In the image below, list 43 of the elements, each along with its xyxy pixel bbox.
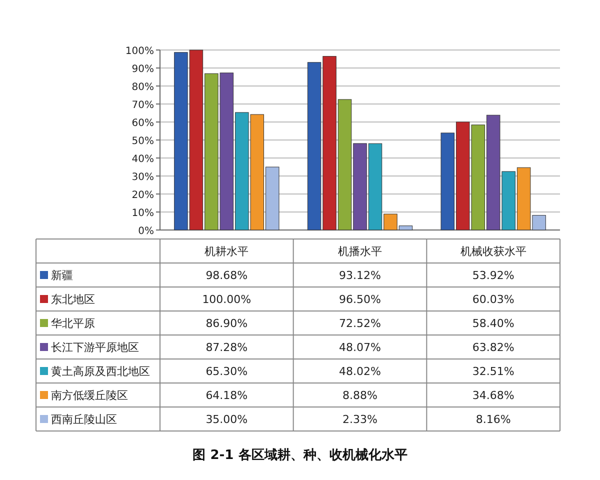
legend-label: 西南丘陵山区 bbox=[51, 413, 117, 426]
data-label: 60.03% bbox=[472, 293, 514, 306]
y-tick-label: 20% bbox=[132, 190, 154, 201]
data-label: 98.68% bbox=[206, 269, 248, 282]
data-label: 48.02% bbox=[339, 365, 381, 378]
y-tick-label: 100% bbox=[125, 46, 154, 57]
y-tick-label: 50% bbox=[132, 136, 154, 147]
y-tick-label: 0% bbox=[138, 226, 154, 237]
text: 图 2-1 各区域耕、种、收机械化水平 bbox=[192, 448, 408, 463]
data-label: 63.82% bbox=[472, 341, 514, 354]
legend-label: 黄土高原及西北地区 bbox=[51, 365, 150, 378]
data-label: 87.28% bbox=[206, 341, 248, 354]
legend-label: 新疆 bbox=[51, 269, 73, 282]
x-tick-label: 机播水平 bbox=[338, 245, 382, 258]
data-label: 34.68% bbox=[472, 389, 514, 402]
y-tick-label: 30% bbox=[132, 172, 154, 183]
y-tick-label: 90% bbox=[132, 64, 154, 75]
data-label: 53.92% bbox=[472, 269, 514, 282]
y-tick-label: 60% bbox=[132, 118, 154, 129]
data-label: 72.52% bbox=[339, 317, 381, 330]
y-tick-label: 80% bbox=[132, 82, 154, 93]
data-label: 35.00% bbox=[206, 413, 248, 426]
data-label: 93.12% bbox=[339, 269, 381, 282]
data-label: 48.07% bbox=[339, 341, 381, 354]
data-label: 8.16% bbox=[476, 413, 511, 426]
data-label: 96.50% bbox=[339, 293, 381, 306]
data-label: 32.51% bbox=[472, 365, 514, 378]
data-label: 58.40% bbox=[472, 317, 514, 330]
data-label: 64.18% bbox=[206, 389, 248, 402]
y-tick-label: 70% bbox=[132, 100, 154, 111]
data-label: 8.88% bbox=[342, 389, 378, 402]
legend-label: 东北地区 bbox=[51, 293, 95, 306]
legend-label: 南方低缓丘陵区 bbox=[51, 389, 128, 402]
data-label: 100.00% bbox=[202, 293, 252, 306]
data-label: 2.33% bbox=[342, 413, 378, 426]
x-tick-label: 机耕水平 bbox=[204, 245, 249, 258]
legend-label: 长江下游平原地区 bbox=[51, 341, 139, 354]
y-tick-label: 10% bbox=[132, 208, 154, 219]
x-tick-label: 机械收获水平 bbox=[460, 245, 526, 258]
y-tick-label: 40% bbox=[132, 154, 154, 165]
data-label: 86.90% bbox=[206, 317, 248, 330]
data-label: 65.30% bbox=[206, 365, 248, 378]
legend-label: 华北平原 bbox=[51, 317, 95, 330]
